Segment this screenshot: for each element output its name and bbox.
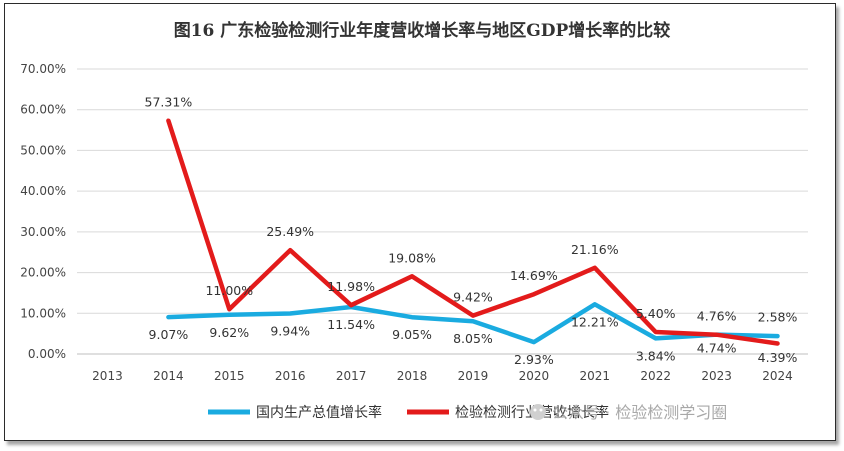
series-lines: [166, 118, 780, 346]
x-tick-label: 2013: [92, 369, 123, 383]
data-label-gdp: 9.05%: [392, 327, 432, 342]
y-tick-label: 30.00%: [20, 225, 66, 239]
x-axis-ticks: 2013 2014 2015 2016 2017 2018 2019 2020 2021 2022…: [92, 369, 793, 383]
x-tick-label: 2023: [701, 369, 732, 383]
y-tick-label: 20.00%: [20, 266, 66, 280]
grid: [77, 68, 808, 355]
data-label-gdp: 9.07%: [149, 327, 189, 342]
data-label-gdp: 12.21%: [571, 314, 619, 329]
data-label-industry: 11.00%: [205, 283, 253, 298]
data-label-industry: 4.74%: [697, 341, 737, 356]
chart-frame: [4, 3, 836, 441]
data-label-gdp: 11.54%: [327, 317, 375, 332]
data-label-gdp: 4.39%: [758, 350, 798, 365]
legend-label-gdp: 国内生产总值增长率: [256, 404, 382, 421]
x-tick-label: 2022: [640, 369, 671, 383]
watermark: 公众号 · 检验检测学习圈: [530, 403, 727, 422]
data-label-industry: 14.69%: [510, 268, 558, 283]
y-tick-label: 50.00%: [20, 143, 66, 157]
data-label-gdp: 3.84%: [636, 348, 676, 363]
data-label-industry: 11.98%: [327, 279, 375, 294]
data-label-industry: 57.31%: [145, 95, 193, 110]
x-tick-label: 2014: [153, 369, 184, 383]
y-tick-label: 40.00%: [20, 184, 66, 198]
x-tick-label: 2024: [762, 369, 793, 383]
x-tick-label: 2018: [397, 369, 428, 383]
data-label-gdp: 8.05%: [453, 331, 493, 346]
watermark-text: 公众号 · 检验检测学习圈: [552, 403, 727, 422]
data-label-industry: 25.49%: [266, 224, 314, 239]
data-label-gdp: 2.93%: [514, 352, 554, 367]
y-tick-label: 0.00%: [28, 347, 66, 361]
data-labels: 57.31% 9.07% 11.00% 9.62% 25.49% 9.94% 11.98% 1…: [145, 95, 798, 367]
data-label-industry: 19.08%: [388, 250, 436, 265]
x-tick-label: 2019: [458, 369, 489, 383]
legend: 国内生产总值增长率 检验检测行业营收增长率: [208, 404, 609, 421]
data-label-gdp: 4.76%: [697, 309, 737, 324]
wechat-icon: [530, 404, 546, 420]
data-label-industry: 5.40%: [636, 306, 676, 321]
series-line-gdp: [166, 302, 780, 345]
data-label-industry: 21.16%: [571, 242, 619, 257]
x-tick-label: 2016: [275, 369, 306, 383]
data-label-gdp: 9.94%: [270, 324, 310, 339]
x-tick-label: 2020: [519, 369, 550, 383]
y-tick-label: 10.00%: [20, 306, 66, 320]
y-tick-label: 60.00%: [20, 103, 66, 117]
x-tick-label: 2021: [580, 369, 611, 383]
series-line-industry: [166, 118, 780, 346]
data-label-industry: 9.42%: [453, 290, 493, 305]
x-tick-label: 2017: [336, 369, 367, 383]
data-label-industry: 2.58%: [758, 309, 798, 324]
x-tick-label: 2015: [214, 369, 245, 383]
y-axis-ticks: 0.00% 10.00% 20.00% 30.00% 40.00% 50.00% 60.00…: [20, 62, 66, 361]
chart-title: 图16 广东检验检测行业年度营收增长率与地区GDP增长率的比较: [174, 20, 671, 41]
y-tick-label: 70.00%: [20, 62, 66, 76]
data-label-gdp: 9.62%: [209, 325, 249, 340]
